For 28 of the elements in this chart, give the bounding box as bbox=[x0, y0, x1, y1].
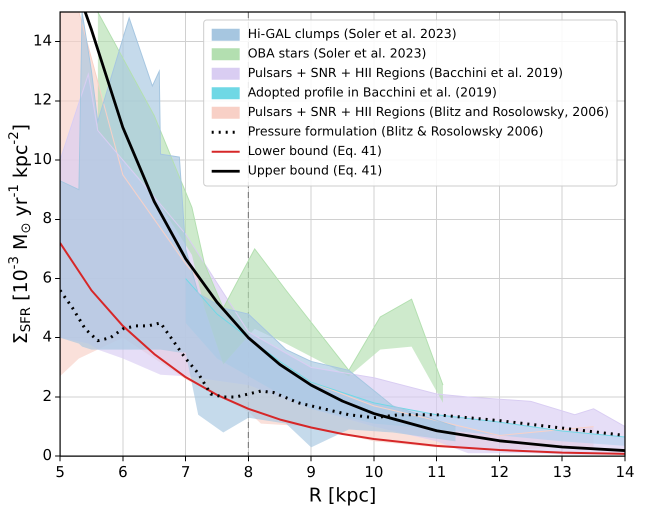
x-tick-label: 8 bbox=[244, 463, 254, 482]
legend-label: Pulsars + SNR + HII Regions (Blitz and Rosolowsky, 2006) bbox=[248, 104, 610, 119]
x-tick-label: 13 bbox=[552, 463, 572, 482]
x-tick-label: 11 bbox=[427, 463, 446, 482]
y-tick-label: 12 bbox=[32, 90, 52, 109]
x-tick-label: 12 bbox=[490, 463, 510, 482]
x-axis-title: R [kpc] bbox=[308, 484, 376, 507]
y-tick-label: 0 bbox=[42, 446, 52, 464]
y-tick-label: 4 bbox=[42, 328, 52, 346]
x-tick-label: 5 bbox=[55, 463, 65, 482]
x-tick-label: 14 bbox=[615, 463, 635, 482]
x-tick-label: 9 bbox=[306, 463, 316, 482]
legend-label: OBA stars (Soler et al. 2023) bbox=[248, 46, 426, 60]
legend-label: Lower bound (Eq. 41) bbox=[248, 143, 382, 158]
x-tick-label: 6 bbox=[118, 463, 128, 482]
y-tick-label: 8 bbox=[42, 209, 52, 228]
text: ΣSFR [10-3 M⊙ yr-1 kpc-2] bbox=[6, 124, 34, 344]
x-tick-label: 10 bbox=[364, 463, 384, 482]
legend-label: Pulsars + SNR + HII Regions (Bacchini et al. 2019) bbox=[248, 65, 564, 80]
y-tick-label: 10 bbox=[32, 150, 52, 168]
legend-label: Hi-GAL clumps (Soler et al. 2023) bbox=[248, 26, 457, 41]
y-tick-label: 14 bbox=[32, 32, 52, 50]
x-tick-label: 7 bbox=[180, 463, 190, 482]
y-tick-label: 2 bbox=[42, 386, 52, 405]
legend-label: Upper bound (Eq. 41) bbox=[248, 162, 382, 178]
y-tick-label: 6 bbox=[42, 268, 52, 286]
legend-label: Adopted profile in Bacchini et al. (2019) bbox=[248, 84, 497, 100]
legend-label: Pressure formulation (Blitz & Rosolowsky 2006) bbox=[248, 124, 544, 138]
